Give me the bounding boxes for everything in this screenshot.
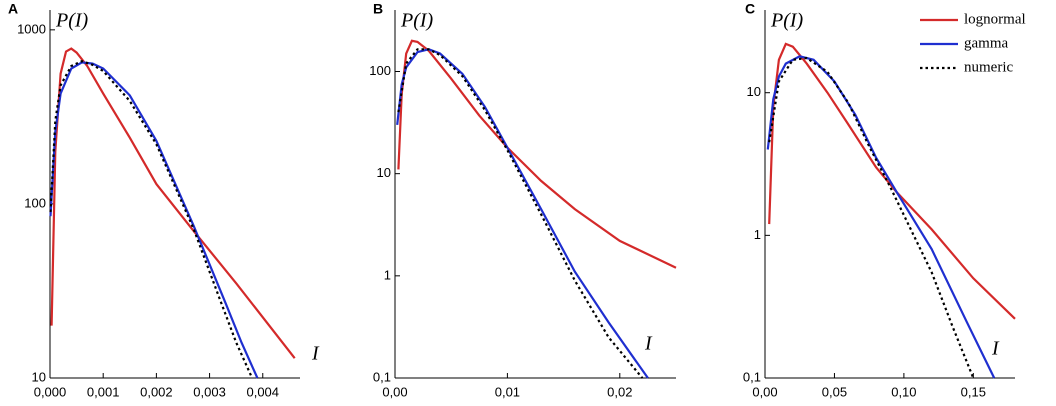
- y-tick-label: 10: [32, 369, 46, 384]
- y-tick-label: 0,1: [743, 369, 761, 384]
- legend-label: lognormal: [964, 11, 1026, 27]
- x-tick-label: 0,10: [891, 384, 916, 399]
- panel-label: C: [745, 1, 755, 17]
- x-axis-label: I: [644, 333, 653, 355]
- series-line: [768, 56, 975, 379]
- x-tick-label: 0,02: [607, 384, 632, 399]
- series-line: [396, 48, 649, 379]
- series-line: [49, 60, 254, 379]
- panel-label: A: [8, 1, 18, 17]
- y-tick-label: 10: [747, 84, 761, 99]
- x-tick-label: 0,00: [382, 384, 407, 399]
- x-tick-label: 0,15: [961, 384, 986, 399]
- x-tick-label: 0,002: [140, 384, 173, 399]
- panel-label: B: [373, 1, 383, 17]
- x-tick-label: 0,01: [495, 384, 520, 399]
- series-line: [50, 47, 296, 359]
- x-tick-label: 0,001: [87, 384, 120, 399]
- x-tick-label: 0,000: [34, 384, 67, 399]
- y-tick-label: 10: [377, 165, 391, 180]
- x-tick-label: 0,004: [246, 384, 279, 399]
- y-axis-label: P(I): [770, 10, 804, 32]
- x-axis-label: I: [991, 338, 1000, 360]
- y-axis-label: P(I): [400, 10, 434, 32]
- y-tick-label: 1: [754, 227, 761, 242]
- y-tick-label: 0,1: [373, 369, 391, 384]
- legend-label: numeric: [964, 59, 1013, 75]
- y-tick-label: 100: [369, 63, 391, 78]
- x-axis-label: I: [311, 343, 320, 365]
- y-tick-label: 100: [24, 195, 46, 210]
- y-tick-label: 1: [384, 267, 391, 282]
- y-tick-label: 1000: [17, 21, 46, 36]
- series-line: [397, 48, 644, 379]
- y-axis-label: P(I): [55, 10, 89, 32]
- x-tick-label: 0,003: [193, 384, 226, 399]
- x-tick-label: 0,00: [752, 384, 777, 399]
- x-tick-label: 0,05: [822, 384, 847, 399]
- series-line: [766, 55, 996, 379]
- series-line: [49, 61, 259, 379]
- series-line: [768, 42, 1016, 320]
- series-line: [397, 39, 677, 269]
- legend-label: gamma: [964, 35, 1008, 51]
